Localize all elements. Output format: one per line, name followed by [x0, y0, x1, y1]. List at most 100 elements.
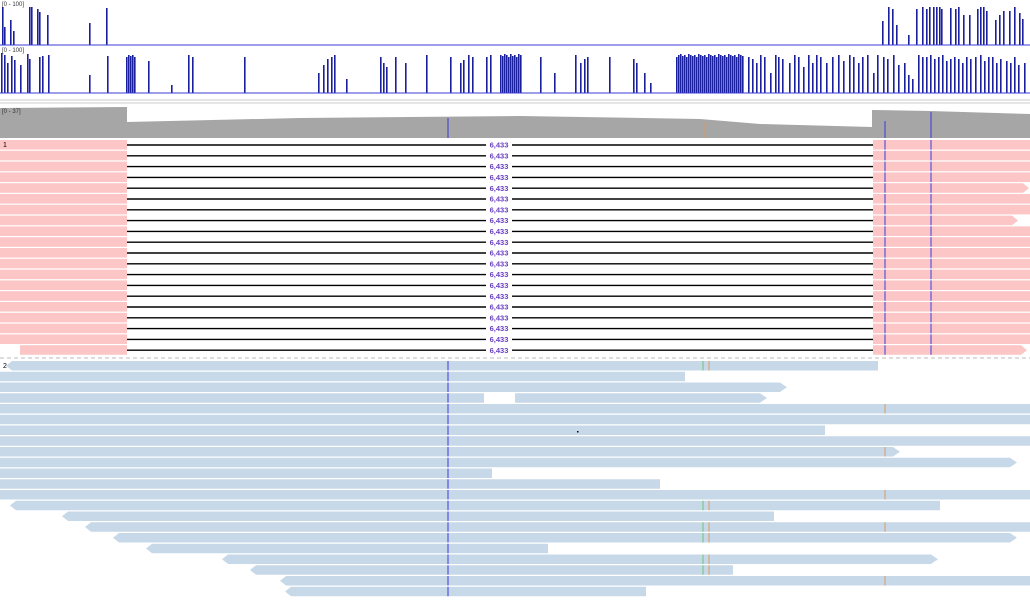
signal-bar: [690, 55, 692, 93]
coverage-track[interactable]: [0 - 37]: [0, 107, 1030, 138]
read-right-block: [873, 334, 1030, 344]
signal-bar: [490, 55, 492, 93]
read-block: [256, 565, 733, 575]
read-strand-arrow: [1010, 457, 1017, 468]
signal-bar: [554, 73, 556, 93]
signal-bar: [244, 57, 246, 93]
signal-bar: [540, 57, 542, 93]
read-block: [119, 533, 1010, 543]
signal-bar: [970, 59, 972, 93]
signal-bar: [736, 57, 738, 93]
signal-bar: [955, 9, 957, 45]
signal-bar: [450, 57, 452, 93]
signal-bar: [996, 63, 998, 93]
signal-bar: [798, 57, 800, 93]
signal-bar: [918, 55, 920, 93]
signal-bar: [760, 55, 762, 93]
read-strand-arrow: [780, 382, 787, 392]
signal-bar: [468, 55, 470, 93]
read-left-block: [0, 280, 127, 290]
read-right-block: [873, 248, 1030, 258]
junction-count-label: 6,433: [490, 173, 509, 182]
signal-bar: [980, 7, 982, 45]
read-strand-arrow: [113, 533, 119, 543]
signal-bar: [1003, 11, 1005, 45]
signal-bar: [999, 15, 1001, 45]
signal-bar: [720, 55, 722, 93]
read-right-block: [873, 215, 1012, 226]
signal-bar: [983, 7, 985, 45]
signal-bar: [680, 54, 682, 93]
signal-bar: [128, 55, 130, 93]
signal-bar: [926, 57, 928, 93]
junction-count-label: 6,433: [490, 259, 509, 268]
signal-bar: [732, 56, 734, 93]
signal-bar: [47, 15, 49, 45]
signal-bar: [192, 57, 194, 93]
signal-bar: [1024, 63, 1026, 93]
signal-bar: [29, 59, 31, 93]
read-strand-arrow: [146, 543, 152, 554]
signal-bar: [331, 57, 333, 93]
read-strand-arrow: [285, 586, 291, 597]
signal-bar: [912, 79, 914, 93]
signal-bar: [636, 63, 638, 93]
signal-bar: [42, 56, 44, 93]
read-left-block: [0, 194, 127, 204]
read-left-block: [0, 204, 127, 215]
signal-bar: [992, 57, 994, 93]
signal-bar: [726, 57, 728, 93]
read-right-block: [873, 140, 1030, 150]
read-strand-arrow: [222, 554, 228, 564]
signal-track-1[interactable]: [0 - 100]: [0, 2, 1030, 46]
signal-bar: [1010, 63, 1012, 93]
signal-bar: [584, 59, 586, 93]
signal-bar: [502, 56, 504, 93]
signal-bar: [724, 55, 726, 93]
signal-bar: [346, 79, 348, 93]
read-group-2[interactable]: 2: [0, 361, 1030, 597]
read-left-block: [0, 291, 127, 301]
read-right-block: [873, 269, 1030, 280]
signal-bar: [756, 63, 758, 93]
read-left-block: [0, 237, 127, 247]
signal-bar: [334, 55, 336, 93]
read-block: [0, 468, 492, 478]
read-left-block: [0, 161, 127, 172]
read-right-block: [873, 323, 1030, 334]
signal-bar: [13, 31, 15, 45]
read-block: [91, 522, 1030, 532]
signal-bar: [698, 54, 700, 93]
signal-bar: [516, 57, 518, 93]
read-block: [515, 393, 760, 403]
signal-bar: [508, 57, 510, 93]
signal-bar: [472, 57, 474, 93]
read-right-block: [873, 161, 1030, 172]
signal-bar: [460, 63, 462, 93]
signal-bar: [803, 67, 805, 93]
signal-bar: [966, 57, 968, 93]
signal-bar: [748, 57, 750, 93]
signal-bar: [688, 54, 690, 93]
signal-track-2[interactable]: [0 - 100]: [0, 48, 1030, 94]
signal-bar: [888, 7, 890, 45]
signal-bar: [988, 57, 990, 93]
junction-count-label: 6,433: [490, 270, 509, 279]
signal-bar: [730, 55, 732, 93]
signal-bar: [714, 55, 716, 93]
junction-count-label: 6,433: [490, 313, 509, 322]
signal-bar: [794, 55, 796, 93]
signal-bar: [812, 63, 814, 93]
signal-bar: [696, 57, 698, 93]
read-group-1[interactable]: 6,4336,4336,4336,4336,4336,4336,4336,433…: [0, 140, 1030, 355]
read-strand-arrow: [10, 500, 16, 511]
signal-bar: [426, 55, 428, 93]
signal-bar: [106, 8, 108, 45]
signal-bar: [4, 55, 6, 93]
coverage-range-label: [0 - 37]: [2, 109, 21, 115]
read-left-block: [0, 323, 127, 334]
read-block: [16, 500, 940, 511]
signal-bar: [963, 15, 965, 45]
signal-bar: [650, 83, 652, 93]
